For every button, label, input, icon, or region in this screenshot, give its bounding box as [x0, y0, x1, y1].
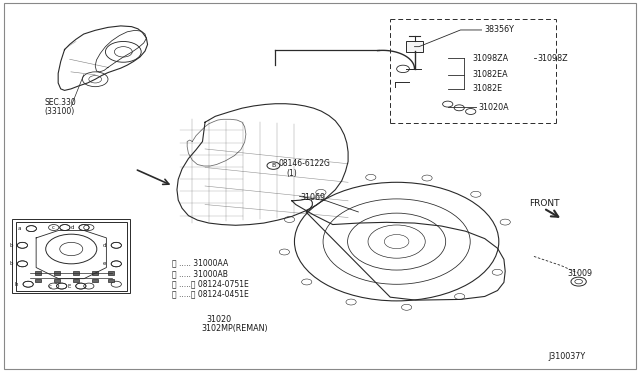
Text: d: d — [71, 225, 74, 230]
Text: 31098Z: 31098Z — [537, 54, 568, 62]
Text: E: E — [68, 283, 71, 289]
Text: ⓐ ..... 31000AA: ⓐ ..... 31000AA — [172, 259, 228, 267]
Text: 38356Y: 38356Y — [484, 25, 515, 35]
Text: b: b — [9, 261, 13, 266]
Text: 31009: 31009 — [568, 269, 593, 278]
Text: (1): (1) — [287, 169, 298, 178]
Bar — [54, 279, 60, 282]
Bar — [54, 271, 60, 275]
Text: 31020: 31020 — [206, 315, 232, 324]
Text: ⓓ .....Ⓑ 08124-0451E: ⓓ .....Ⓑ 08124-0451E — [172, 290, 248, 299]
Bar — [12, 219, 131, 294]
Text: b: b — [9, 243, 13, 248]
Bar — [92, 279, 99, 282]
Text: a: a — [18, 226, 22, 231]
Text: SEC.330: SEC.330 — [44, 98, 76, 107]
Text: FRONT: FRONT — [529, 199, 560, 208]
Bar — [92, 271, 99, 275]
Text: 08146-6122G: 08146-6122G — [278, 159, 330, 168]
Bar — [35, 279, 41, 282]
Text: 3102MP(REMAN): 3102MP(REMAN) — [202, 324, 269, 333]
Text: ⓒ .....Ⓑ 08124-0751E: ⓒ .....Ⓑ 08124-0751E — [172, 279, 248, 288]
Text: 31082EA: 31082EA — [472, 70, 508, 79]
Text: (33100): (33100) — [44, 107, 74, 116]
Text: 31098ZA: 31098ZA — [472, 54, 508, 62]
Text: c: c — [49, 283, 52, 289]
Text: 31020A: 31020A — [478, 103, 509, 112]
FancyBboxPatch shape — [406, 41, 424, 52]
Bar — [16, 222, 127, 291]
Bar — [108, 271, 115, 275]
Bar — [35, 271, 41, 275]
Text: 31082E: 31082E — [472, 84, 502, 93]
Text: h: h — [15, 282, 19, 287]
Text: B: B — [271, 163, 275, 168]
Bar — [73, 271, 79, 275]
Text: J310037Y: J310037Y — [548, 352, 586, 361]
Text: c: c — [52, 225, 55, 230]
Text: e: e — [103, 261, 106, 266]
Text: ⓑ ..... 31000AB: ⓑ ..... 31000AB — [172, 269, 228, 278]
Text: 31069: 31069 — [301, 193, 326, 202]
Bar — [108, 279, 115, 282]
Text: d: d — [103, 243, 106, 248]
Bar — [73, 279, 79, 282]
